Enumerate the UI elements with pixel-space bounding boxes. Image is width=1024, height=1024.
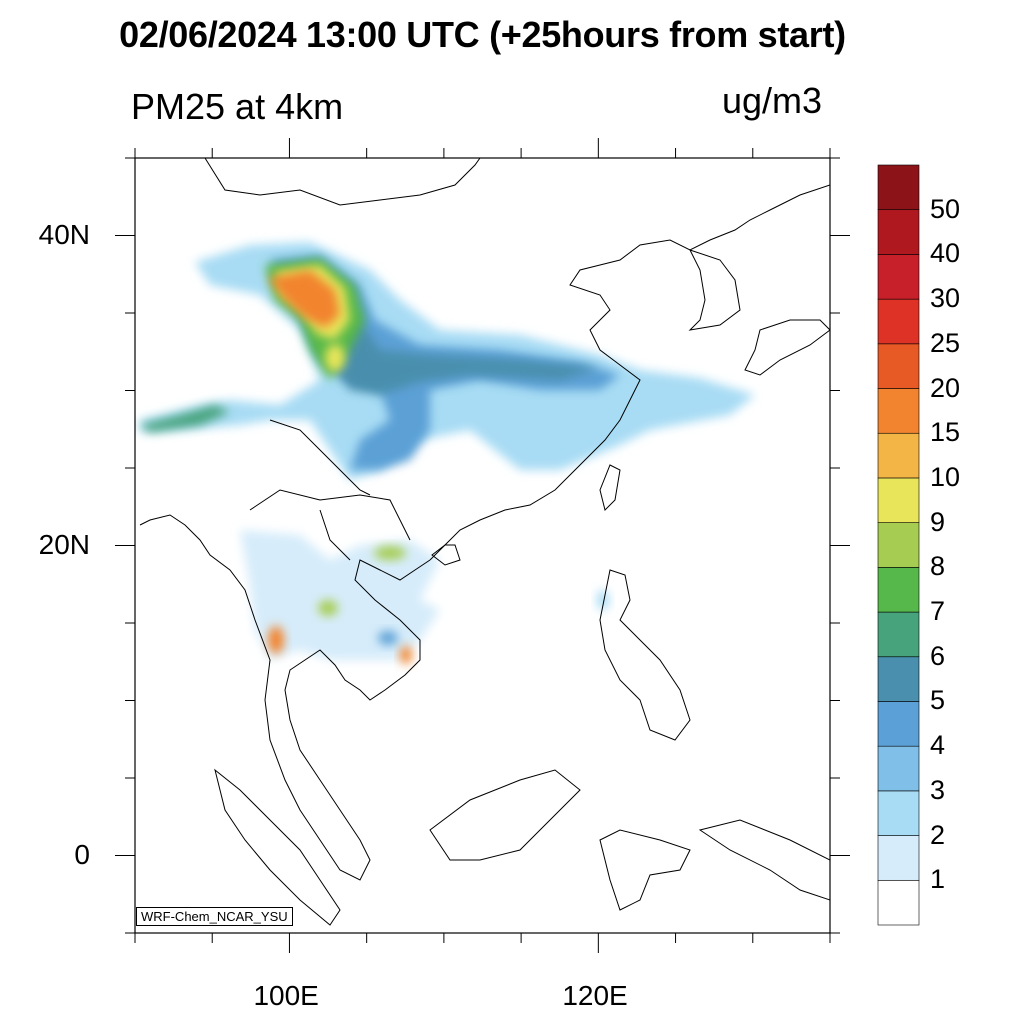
colorbar-level-label: 30	[930, 283, 961, 314]
colorbar-swatch	[877, 164, 920, 211]
colorbar-level-label: 3	[930, 774, 946, 805]
colorbar-level-label: 5	[930, 685, 946, 716]
colorbar-swatch	[877, 835, 920, 881]
colorbar-level-label: 25	[930, 327, 961, 358]
colorbar-level-label: 1	[930, 864, 946, 895]
lon-tick-label: 100E	[253, 980, 319, 1011]
colorbar-level-label: 2	[930, 819, 946, 850]
colorbar-swatch	[877, 254, 920, 300]
colorbar	[877, 164, 920, 926]
colorbar-level-label: 8	[930, 551, 946, 582]
colorbar-swatch	[877, 790, 920, 836]
model-credit: WRF-Chem_NCAR_YSU	[136, 907, 293, 926]
lat-tick-label: 40N	[38, 218, 90, 250]
map-title: 02/06/2024 13:00 UTC (+25hours from star…	[119, 14, 846, 55]
hotspot-cambodia	[378, 631, 398, 645]
colorbar-swatch	[877, 611, 920, 658]
hotspot-hanoi	[374, 546, 406, 560]
plume-orange-core	[268, 270, 340, 328]
units-label: ug/m3	[722, 80, 823, 121]
coastlines	[139, 158, 830, 926]
plume-light-blue-2	[240, 530, 440, 660]
colorbar-level-label: 9	[930, 506, 946, 537]
variable-label: PM25 at 4km	[131, 86, 344, 127]
colorbar-swatch	[877, 388, 920, 434]
colorbar-swatch	[877, 522, 920, 568]
colorbar-level-label: 40	[930, 238, 961, 269]
colorbar-swatch	[877, 209, 920, 255]
pollution-field	[139, 158, 830, 926]
colorbar-level-label: 50	[930, 193, 961, 224]
hotspot-vietnam-south	[400, 646, 412, 664]
colorbar-swatch	[877, 432, 920, 479]
colorbar-swatch	[877, 477, 920, 523]
hotspot-philippines	[597, 590, 609, 610]
colorbar-swatch	[877, 745, 920, 792]
colorbar-level-label: 6	[930, 640, 946, 671]
lat-tick-label: 20N	[38, 528, 90, 560]
hotspot-laos	[318, 600, 338, 616]
colorbar-swatch	[877, 701, 920, 747]
plume-teal-west	[140, 405, 230, 432]
colorbar-swatch	[877, 879, 920, 926]
colorbar-swatch	[877, 343, 920, 389]
hotspot-myanmar	[268, 626, 284, 654]
colorbar-level-label: 20	[930, 372, 961, 403]
colorbar-swatch	[877, 567, 920, 613]
lon-tick-label: 120E	[562, 980, 628, 1011]
colorbar-level-label: 4	[930, 730, 946, 761]
colorbar-level-label: 7	[930, 596, 946, 627]
plume-orange-spot	[325, 344, 345, 372]
colorbar-swatch	[877, 298, 920, 345]
axis-ticks	[115, 138, 850, 953]
colorbar-level-label: 10	[930, 461, 961, 492]
colorbar-level-label: 15	[930, 417, 961, 448]
lat-tick-label: 0	[74, 838, 90, 870]
plume-teal	[325, 305, 600, 395]
colorbar-swatch	[877, 656, 920, 702]
